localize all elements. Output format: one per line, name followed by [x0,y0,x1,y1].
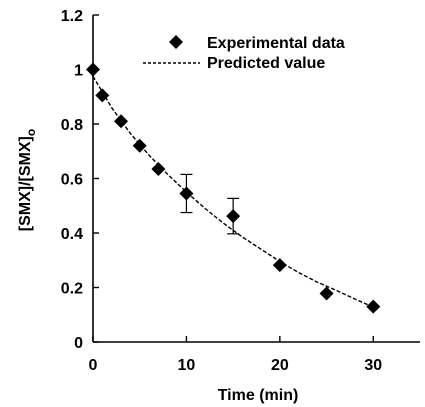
predicted-value-line [92,75,374,308]
experimental-data-point [272,258,287,273]
legend-label-experimental: Experimental data [207,35,345,52]
y-tick-label: 0 [74,335,83,352]
experimental-data-point [95,88,110,103]
y-axis-title-subscript: o [24,129,38,136]
y-axis-title-main: [SMX]/[SMX] [17,136,34,231]
x-tick-label: 10 [178,357,196,374]
experimental-data-point [226,209,241,224]
y-axis-title-group: [SMX]/[SMX]o [17,129,38,231]
y-tick-label: 0.2 [61,281,83,298]
legend-diamond-marker [169,35,183,49]
x-axis-title: Time (min) [218,387,299,404]
experimental-data-point [132,138,147,153]
plot-area: 0 0.2 0.4 0.6 0.8 1 1.2 0 10 20 30 [61,8,420,374]
y-tick-label: 0.4 [61,226,83,243]
experimental-data-point [366,299,381,314]
legend: Experimental data Predicted value [143,35,345,72]
x-tick-label: 30 [364,357,382,374]
experimental-data-point [151,161,166,176]
legend-label-predicted: Predicted value [207,55,325,72]
y-axis-title: [SMX]/[SMX]o [17,129,38,231]
y-tick-label: 1 [74,63,83,80]
experimental-data-point [319,286,334,301]
y-tick-label: 0.8 [61,117,83,134]
y-tick-label: 1.2 [61,8,83,25]
y-tick-label: 0.6 [61,172,83,189]
experimental-data-point [114,114,129,129]
experimental-data-point [86,62,100,77]
experimental-data-point [179,186,194,201]
x-tick-label: 0 [89,357,98,374]
x-tick-label: 20 [271,357,289,374]
